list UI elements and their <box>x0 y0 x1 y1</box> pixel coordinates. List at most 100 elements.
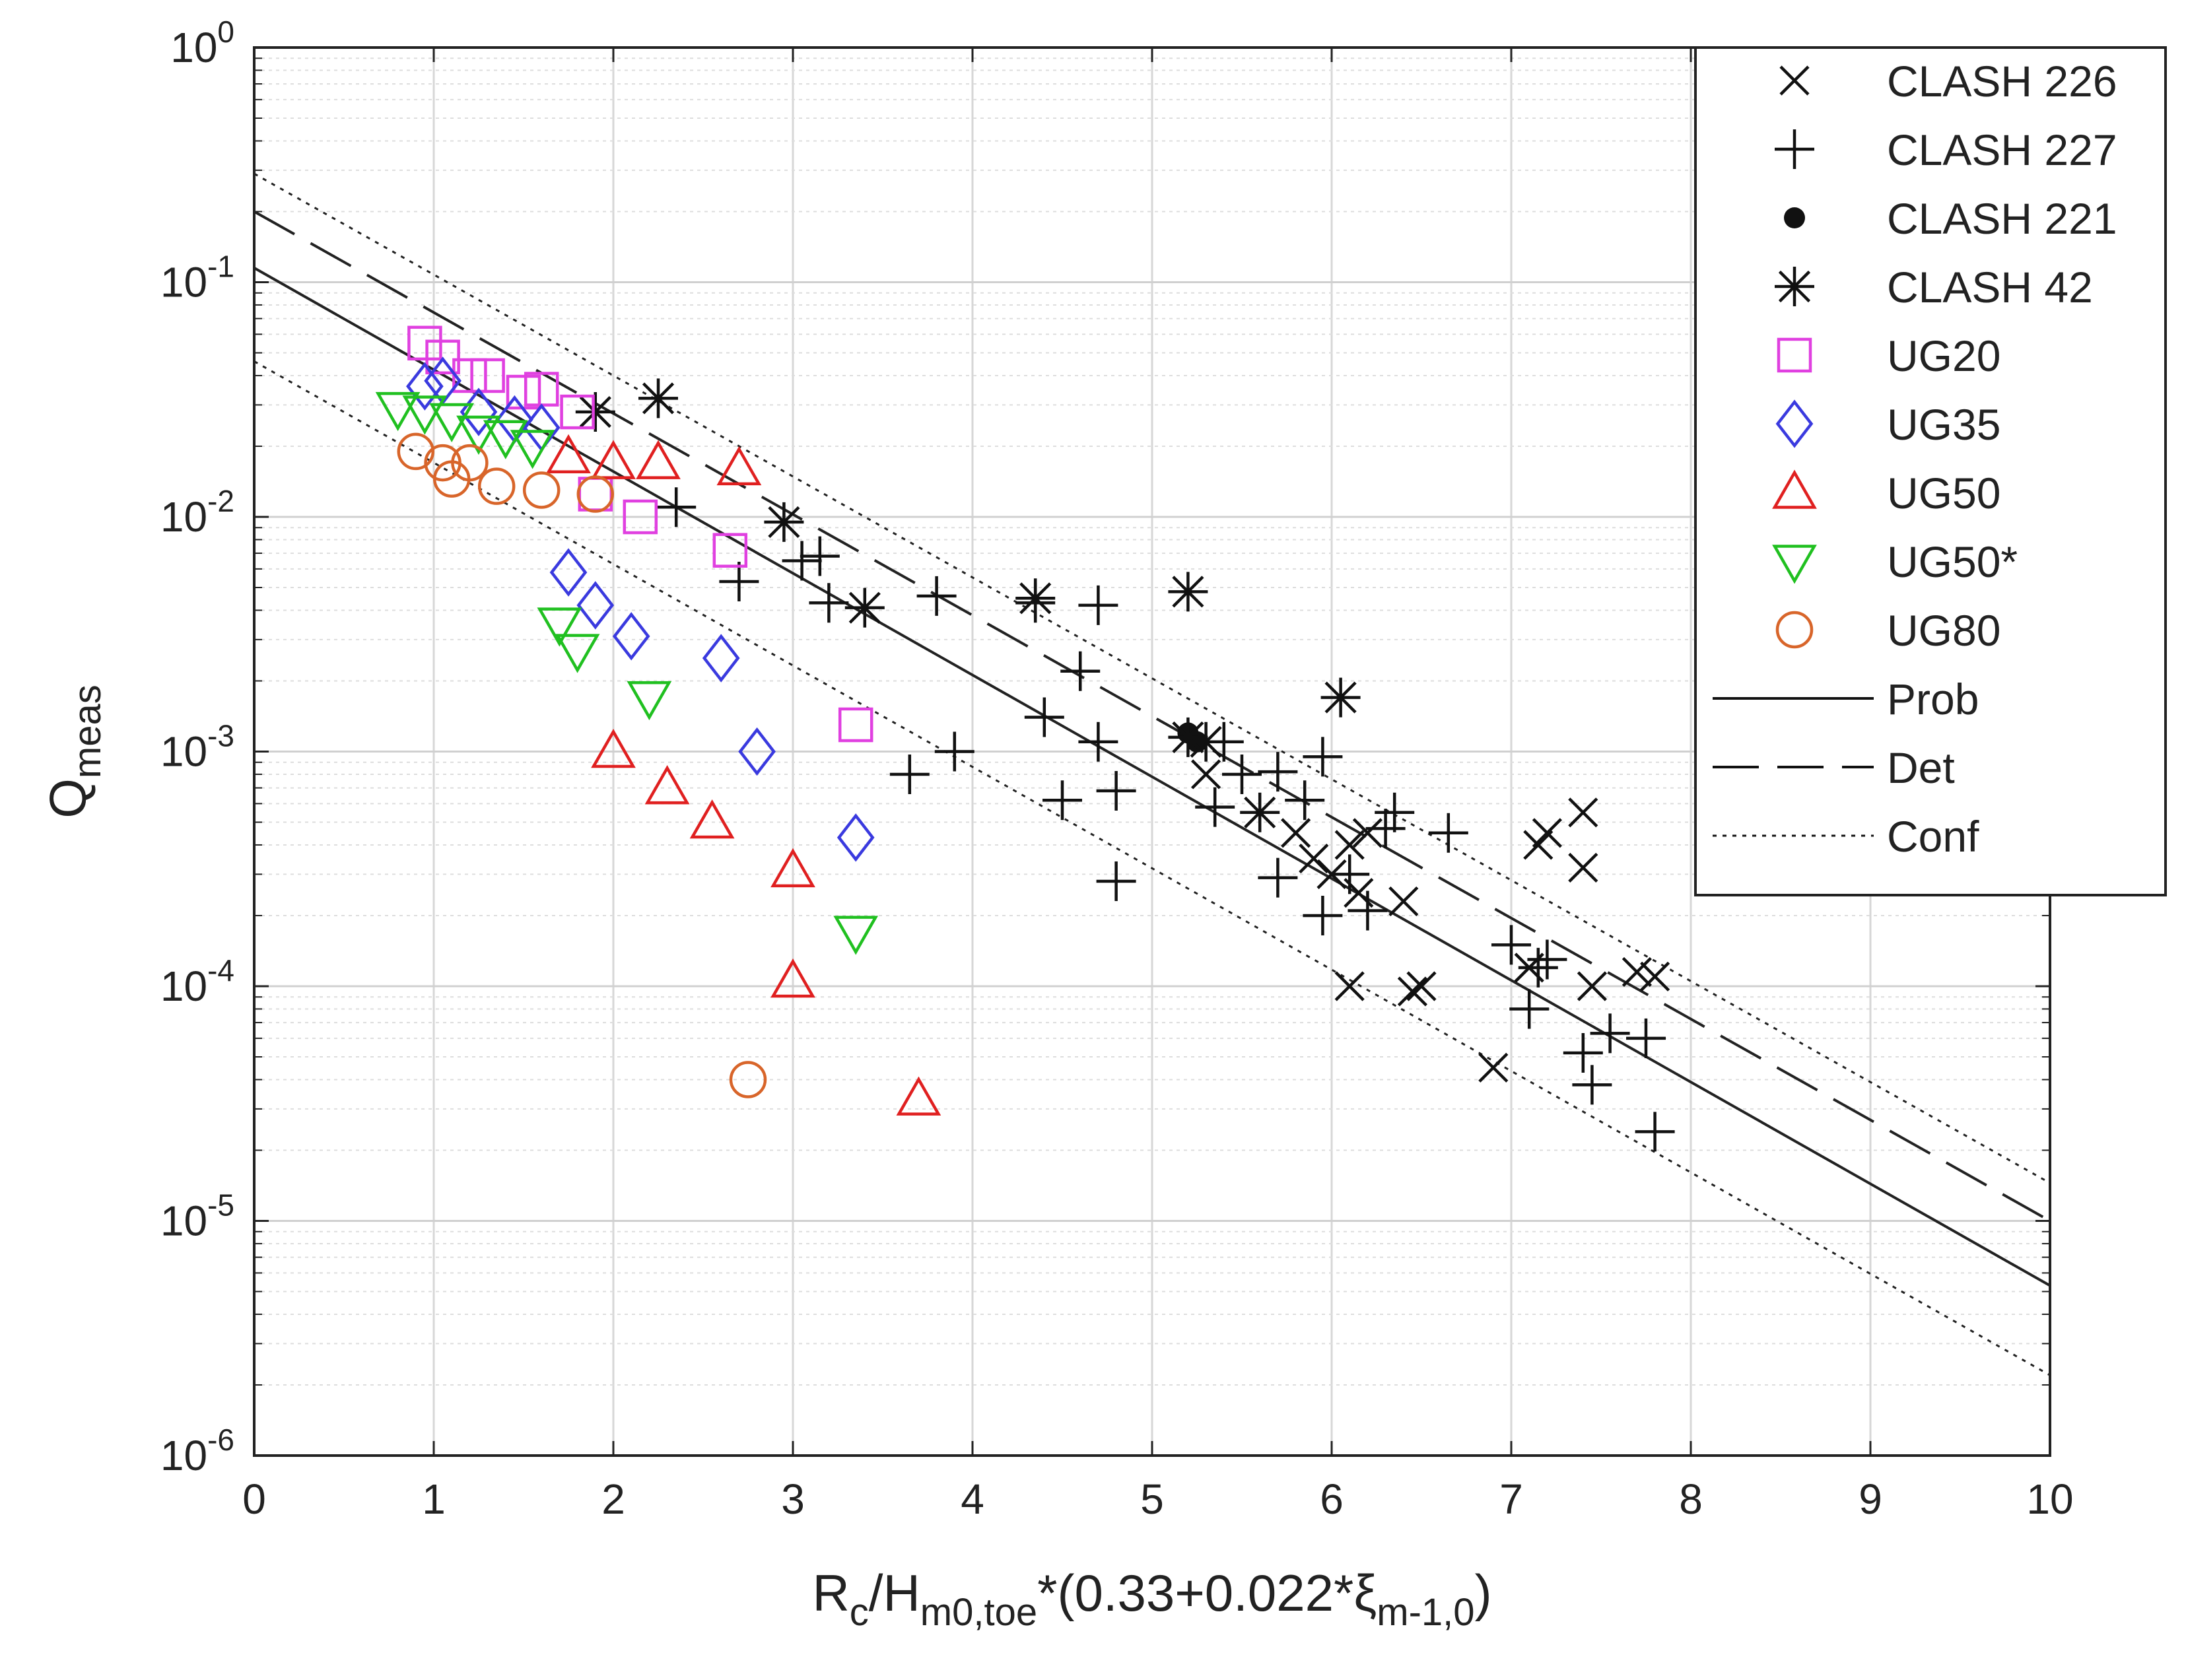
data-point <box>1563 1032 1603 1073</box>
legend-item: UG50 <box>1772 469 2000 518</box>
data-point <box>738 727 776 776</box>
data-point <box>644 765 690 805</box>
fit-line-det-dashed <box>254 210 2051 1223</box>
data-point <box>425 339 460 375</box>
data-point <box>1509 989 1550 1029</box>
data-point <box>719 562 759 602</box>
data-point <box>1168 572 1208 612</box>
data-point <box>591 440 636 479</box>
data-point <box>1518 947 1558 988</box>
x-tick-label: 1 <box>422 1475 446 1523</box>
data-point <box>1352 818 1383 848</box>
legend-item: Det <box>1713 743 1955 792</box>
legend-marker <box>1775 129 1814 169</box>
data-point <box>889 754 930 794</box>
data-point <box>844 588 885 628</box>
data-point <box>1042 780 1082 821</box>
data-point <box>470 358 505 393</box>
data-point <box>575 392 615 432</box>
series-ug50 <box>546 434 941 1116</box>
data-point <box>1330 854 1370 894</box>
legend-label: UG20 <box>1887 331 2000 380</box>
data-point <box>1491 925 1531 965</box>
legend-item: Prob <box>1713 675 1979 723</box>
data-point <box>1572 1065 1612 1105</box>
legend-item: CLASH 226 <box>1779 57 2117 106</box>
legend-item: CLASH 42 <box>1775 263 2093 312</box>
data-point <box>1365 809 1406 849</box>
data-point <box>1015 578 1056 619</box>
x-tick-label: 8 <box>1679 1475 1703 1523</box>
legend-marker <box>1775 399 1814 448</box>
data-point <box>522 471 561 509</box>
legend-label: UG50 <box>1887 469 2000 518</box>
data-point <box>456 415 501 455</box>
legend-marker <box>1779 65 1810 96</box>
y-tick-label: 10-5 <box>160 1188 234 1245</box>
data-point <box>1285 780 1325 821</box>
data-point <box>764 502 804 542</box>
data-point <box>809 583 849 623</box>
fit-lines <box>254 172 2051 1376</box>
legend-box <box>1694 46 2167 896</box>
legend-item: Conf <box>1713 812 1979 861</box>
data-point <box>837 813 875 862</box>
data-point <box>934 731 974 772</box>
fit-line-prob-solid <box>254 267 2051 1287</box>
series-clash-227 <box>656 487 1675 1152</box>
x-tick-label: 4 <box>961 1475 984 1523</box>
data-point <box>375 391 421 432</box>
legend-item: CLASH 221 <box>1784 194 2117 243</box>
data-point <box>638 378 678 419</box>
data-point <box>576 475 615 513</box>
data-point <box>1258 752 1298 792</box>
data-point <box>1640 961 1670 991</box>
y-tick-label: 10-3 <box>160 719 234 776</box>
x-tick-label: 0 <box>242 1475 266 1523</box>
data-point <box>689 799 735 839</box>
legend-label: Det <box>1887 743 1955 792</box>
series-ug80 <box>397 432 767 1098</box>
legend-label: CLASH 42 <box>1887 263 2093 312</box>
data-point <box>402 395 448 435</box>
data-point <box>477 467 516 505</box>
data-point <box>1024 697 1064 737</box>
data-point <box>627 681 672 721</box>
legend-marker <box>1772 545 1817 584</box>
x-tick-label: 6 <box>1320 1475 1344 1523</box>
data-point <box>1388 886 1419 917</box>
legend-marker <box>1775 611 1814 649</box>
data-point <box>1303 895 1343 935</box>
fit-line-conf-dotted <box>254 360 2051 1376</box>
data-point <box>1527 939 1567 980</box>
data-point <box>636 440 681 479</box>
y-tick-label: 10-1 <box>160 250 234 306</box>
legend-label: UG35 <box>1887 400 2000 449</box>
legend: CLASH 226 CLASH 227 CLASH 221 CLASH 42 UG20 U… <box>1694 46 2167 896</box>
y-axis-label: Qmeas <box>39 685 109 819</box>
data-point <box>510 430 555 469</box>
legend-marker <box>1772 469 1817 509</box>
legend-item: UG20 <box>1777 331 2000 380</box>
data-point <box>1375 792 1415 832</box>
legend-label: CLASH 227 <box>1887 125 2117 174</box>
x-tick-label: 10 <box>2026 1475 2073 1523</box>
data-point <box>407 325 442 361</box>
data-point <box>896 1076 941 1116</box>
data-point <box>1532 818 1562 848</box>
data-point <box>1523 830 1554 860</box>
fit-line-conf-dotted <box>254 172 2051 1184</box>
data-point <box>1096 771 1136 811</box>
data-point <box>1577 971 1607 1001</box>
x-tick-label: 2 <box>601 1475 625 1523</box>
data-point <box>702 634 740 683</box>
data-point <box>623 499 658 535</box>
data-point <box>1299 843 1329 874</box>
data-point <box>916 576 957 616</box>
data-point <box>591 728 636 768</box>
data-point <box>1397 976 1427 1007</box>
data-point <box>1622 957 1652 988</box>
data-point <box>729 1061 767 1098</box>
data-point <box>1635 1112 1675 1152</box>
